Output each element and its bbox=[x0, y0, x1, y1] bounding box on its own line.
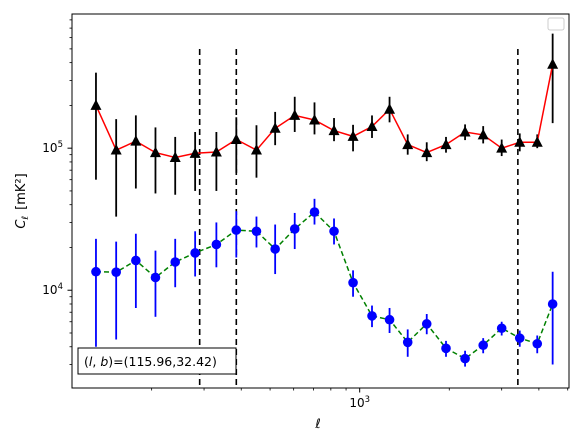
series-2-marker bbox=[460, 353, 470, 364]
series-2-marker bbox=[251, 226, 262, 237]
series-2-marker bbox=[329, 226, 339, 237]
series-1-marker bbox=[110, 144, 122, 155]
series-2-marker bbox=[348, 277, 358, 288]
series-2-marker bbox=[478, 340, 488, 351]
legend-box bbox=[547, 17, 565, 31]
series-1-marker bbox=[421, 146, 433, 158]
series-1-marker bbox=[130, 135, 142, 146]
series-1-marker bbox=[459, 125, 471, 137]
x-tick-label: 103 bbox=[349, 395, 370, 410]
series-1-marker bbox=[366, 120, 378, 132]
series-1-marker bbox=[328, 124, 340, 136]
annotation-text: (l, b)=(115.96,32.42) bbox=[84, 354, 217, 369]
series-2-marker bbox=[270, 244, 280, 254]
series-1-marker bbox=[230, 133, 242, 145]
series-2-marker bbox=[231, 225, 242, 235]
vline-layer bbox=[198, 49, 519, 388]
series-2-marker bbox=[402, 337, 413, 348]
series-1-marker bbox=[496, 142, 508, 153]
series-1-marker bbox=[531, 136, 543, 147]
series-2-marker bbox=[367, 311, 377, 321]
series-1-marker bbox=[514, 136, 526, 147]
series-2-marker bbox=[91, 266, 101, 277]
series-1-marker bbox=[169, 151, 181, 162]
plot-area bbox=[72, 14, 569, 388]
series-1-marker bbox=[402, 138, 414, 150]
y-axis-label: Cℓ [mK²] bbox=[14, 173, 31, 228]
series-1-marker bbox=[269, 122, 281, 133]
series-2-marker bbox=[496, 323, 507, 334]
annotation-frame bbox=[77, 347, 237, 375]
series-2-marker bbox=[309, 207, 320, 217]
series-2-marker bbox=[384, 314, 395, 325]
y-axis-label-unit: [mK²] bbox=[14, 173, 29, 210]
series-1-marker bbox=[149, 146, 161, 158]
series-1-marker bbox=[289, 109, 301, 120]
series-2-marker bbox=[514, 333, 525, 343]
series-2-marker bbox=[289, 224, 300, 234]
series-2-marker bbox=[532, 338, 543, 349]
tick-layer: 103 104 105 bbox=[42, 19, 569, 410]
series-2-marker bbox=[421, 319, 432, 329]
series-1-marker bbox=[308, 113, 320, 125]
y-axis-label-sub: ℓ bbox=[21, 216, 31, 221]
series-1-marker bbox=[440, 138, 452, 150]
marker-layer bbox=[90, 58, 559, 364]
series-2-marker bbox=[190, 248, 200, 258]
series-2-marker bbox=[111, 267, 121, 277]
x-axis-label: ℓ bbox=[314, 417, 320, 432]
series-2-marker bbox=[211, 239, 222, 250]
plot-frame bbox=[71, 13, 570, 389]
series-1-marker bbox=[90, 99, 102, 110]
series-1-marker bbox=[189, 147, 201, 158]
series-1-marker bbox=[347, 130, 359, 141]
series-2-marker bbox=[131, 255, 141, 266]
series-1-marker bbox=[250, 144, 262, 155]
y-tick-label: 104 bbox=[42, 282, 63, 297]
series-2-marker bbox=[547, 299, 558, 309]
y-tick-label: 105 bbox=[42, 140, 63, 155]
series-1-marker bbox=[547, 58, 559, 69]
series-1-marker bbox=[477, 128, 489, 140]
series-1-marker bbox=[384, 103, 396, 114]
y-axis-label-main: C bbox=[14, 219, 29, 229]
series-2-marker bbox=[170, 257, 181, 267]
annotation-box: (l, b)=(115.96,32.42) bbox=[77, 347, 237, 375]
series-2-marker bbox=[150, 272, 161, 283]
series-2-marker bbox=[441, 343, 451, 354]
series-1-marker bbox=[210, 145, 222, 157]
